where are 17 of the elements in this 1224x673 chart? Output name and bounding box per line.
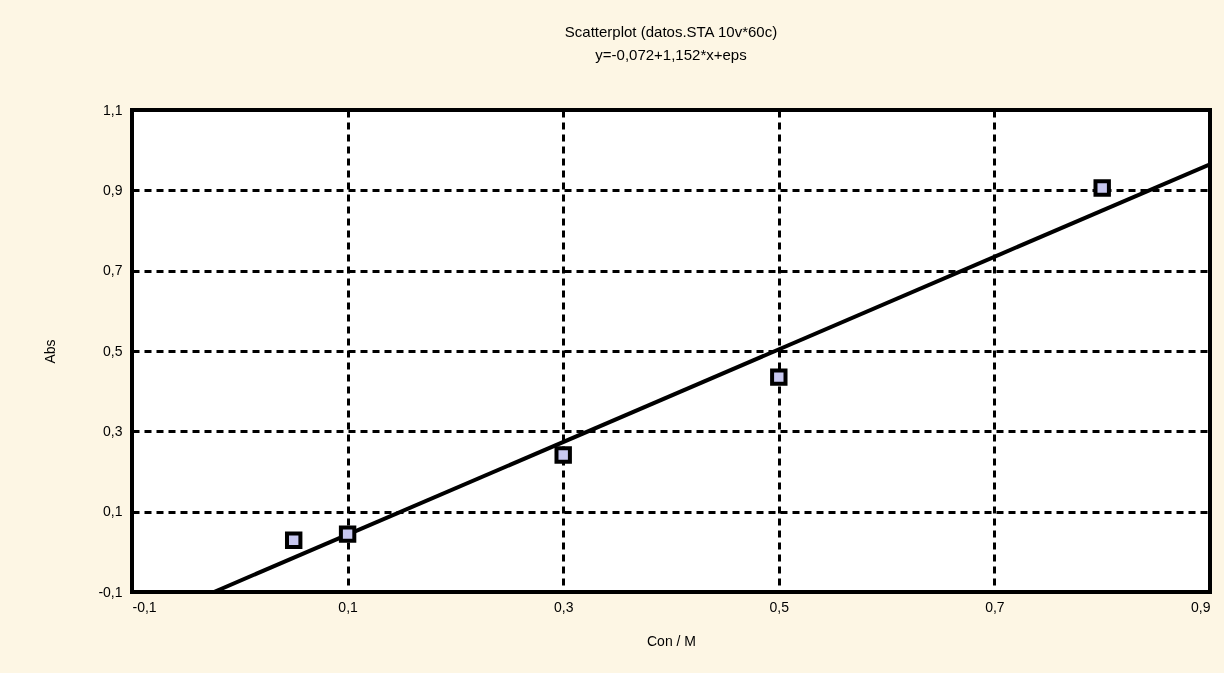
- y-tick-label: 0,7: [103, 262, 123, 279]
- y-tick-label: -0,1: [98, 583, 123, 600]
- y-tick-label: 0,3: [103, 422, 123, 439]
- x-tick-label: 0,3: [553, 598, 574, 615]
- x-tick-label: 0,7: [985, 598, 1005, 615]
- y-tick-label: 1,1: [103, 101, 123, 118]
- chart-subtitle: y=-0,072+1,152*x+eps: [595, 46, 747, 63]
- x-tick-label: -0,1: [132, 598, 157, 615]
- x-tick-label: 0,5: [769, 598, 790, 615]
- x-tick-label: 0,9: [1191, 598, 1211, 615]
- y-axis-title: Abs: [42, 339, 59, 364]
- x-axis-title: Con / M: [646, 632, 697, 649]
- y-tick-label: 0,5: [103, 342, 123, 359]
- y-tick-label: 0,1: [103, 503, 123, 520]
- chart-title: Scatterplot (datos.STA 10v*60c): [564, 23, 778, 40]
- x-tick-label: 0,1: [338, 598, 359, 615]
- y-tick-label: 0,9: [103, 181, 123, 198]
